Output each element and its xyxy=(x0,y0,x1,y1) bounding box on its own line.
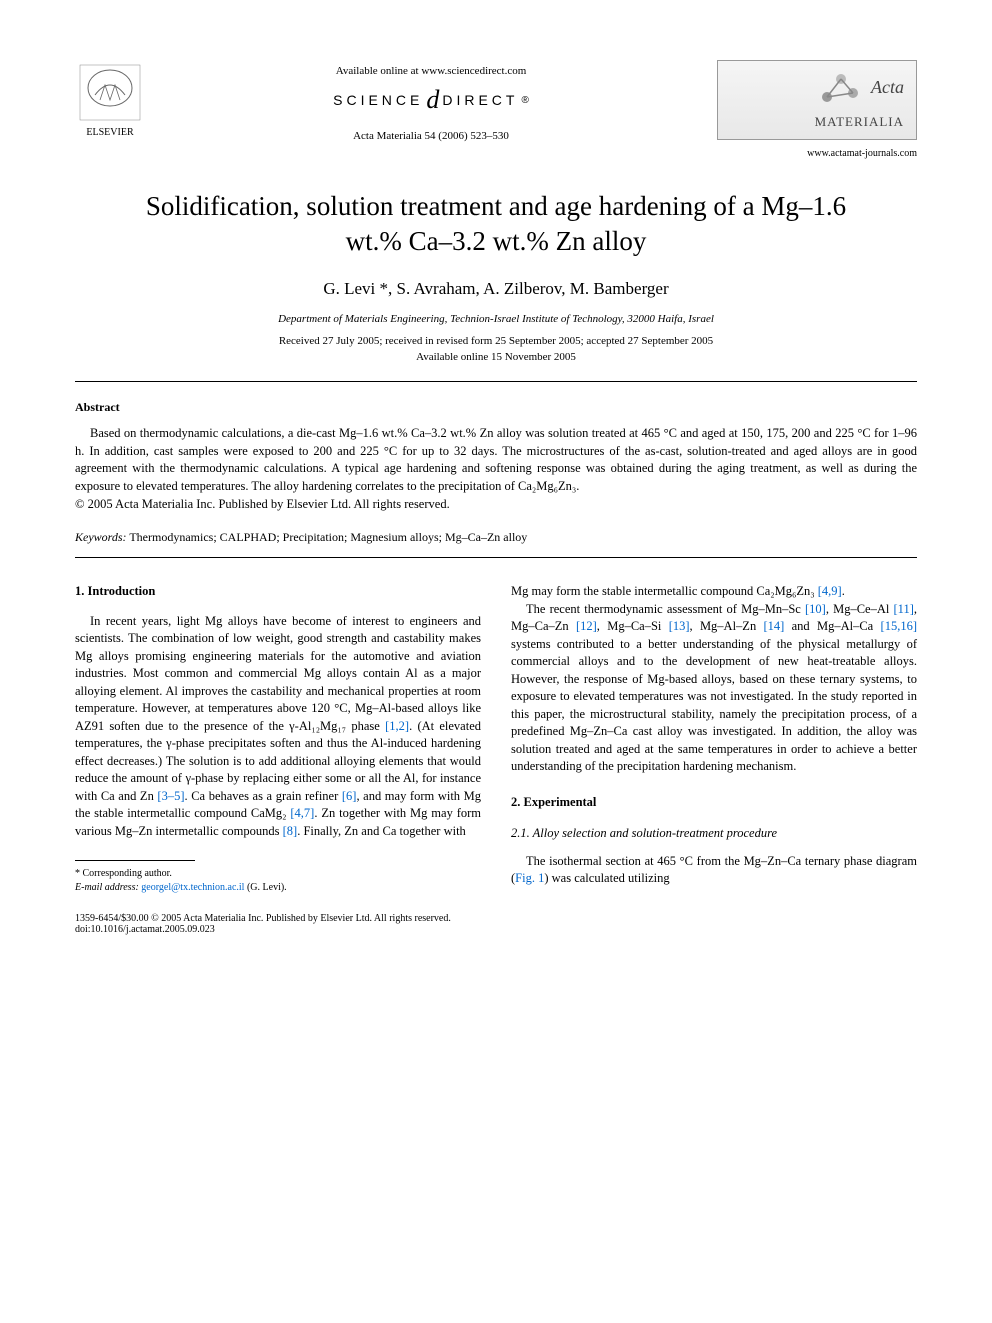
footer-copyright: 1359-6454/$30.00 © 2005 Acta Materialia … xyxy=(75,913,917,924)
fig-link[interactable]: Fig. 1 xyxy=(515,871,544,885)
ref-link[interactable]: [14] xyxy=(764,619,785,633)
abstract-copyright: © 2005 Acta Materialia Inc. Published by… xyxy=(75,497,917,512)
email-link[interactable]: georgel@tx.technion.ac.il xyxy=(141,882,244,893)
corresponding-author: * Corresponding author. xyxy=(75,867,481,881)
journal-logo-block: Acta MATERIALIA www.actamat-journals.com xyxy=(717,60,917,159)
article-title: Solidification, solution treatment and a… xyxy=(115,189,877,259)
section-2-heading: 2. Experimental xyxy=(511,794,917,812)
ref-link[interactable]: [4,7] xyxy=(290,806,314,820)
abstract-heading: Abstract xyxy=(75,400,917,415)
abstract-text: Based on thermodynamic calculations, a d… xyxy=(75,425,917,495)
divider xyxy=(75,557,917,558)
citation-text: Acta Materialia 54 (2006) 523–530 xyxy=(145,130,717,142)
header-center: Available online at www.sciencedirect.co… xyxy=(145,60,717,142)
available-online-text: Available online at www.sciencedirect.co… xyxy=(145,65,717,77)
two-column-body: 1. Introduction In recent years, light M… xyxy=(75,583,917,895)
section-2-1-heading: 2.1. Alloy selection and solution-treatm… xyxy=(511,825,917,843)
right-column: Mg may form the stable intermetallic com… xyxy=(511,583,917,895)
footer-doi: doi:10.1016/j.actamat.2005.09.023 xyxy=(75,924,917,935)
footer-block: 1359-6454/$30.00 © 2005 Acta Materialia … xyxy=(75,913,917,935)
sd-at-icon: d xyxy=(426,85,439,115)
header-row: ELSEVIER Available online at www.science… xyxy=(75,60,917,159)
ref-link[interactable]: [10] xyxy=(805,602,826,616)
journal-molecule-icon xyxy=(819,69,861,110)
affiliation: Department of Materials Engineering, Tec… xyxy=(75,313,917,325)
intro-paragraph-1-cont: Mg may form the stable intermetallic com… xyxy=(511,583,917,601)
section-1-heading: 1. Introduction xyxy=(75,583,481,601)
keywords-text: Thermodynamics; CALPHAD; Precipitation; … xyxy=(127,530,528,544)
authors-list: G. Levi *, S. Avraham, A. Zilberov, M. B… xyxy=(75,279,917,299)
elsevier-logo: ELSEVIER xyxy=(75,60,145,140)
footnote-separator xyxy=(75,860,195,861)
ref-link[interactable]: [8] xyxy=(283,824,298,838)
ref-link[interactable]: [13] xyxy=(669,619,690,633)
email-line: E-mail address: georgel@tx.technion.ac.i… xyxy=(75,881,481,895)
keywords-label: Keywords: xyxy=(75,530,127,544)
dates-received: Received 27 July 2005; received in revis… xyxy=(75,335,917,347)
divider xyxy=(75,381,917,382)
ref-link[interactable]: [12] xyxy=(576,619,597,633)
exp-paragraph-1: The isothermal section at 465 °C from th… xyxy=(511,853,917,888)
ref-link[interactable]: [4,9] xyxy=(818,584,842,598)
ref-link[interactable]: [6] xyxy=(342,789,357,803)
intro-paragraph-2: The recent thermodynamic assessment of M… xyxy=(511,601,917,776)
ref-link[interactable]: [15,16] xyxy=(881,619,917,633)
abstract-section: Abstract Based on thermodynamic calculat… xyxy=(75,400,917,512)
ref-link[interactable]: [11] xyxy=(894,602,914,616)
footnote-block: * Corresponding author. E-mail address: … xyxy=(75,867,481,895)
ref-link[interactable]: [1,2] xyxy=(385,719,409,733)
dates-online: Available online 15 November 2005 xyxy=(75,351,917,363)
keywords-line: Keywords: Thermodynamics; CALPHAD; Preci… xyxy=(75,530,917,545)
ref-link[interactable]: [3–5] xyxy=(157,789,184,803)
left-column: 1. Introduction In recent years, light M… xyxy=(75,583,481,895)
journal-url: www.actamat-journals.com xyxy=(717,148,917,159)
intro-paragraph-1: In recent years, light Mg alloys have be… xyxy=(75,613,481,841)
journal-box: Acta MATERIALIA xyxy=(717,60,917,140)
science-direct-logo: SCIENCE d DIRECT ® xyxy=(145,85,717,115)
svg-text:ELSEVIER: ELSEVIER xyxy=(86,127,134,138)
